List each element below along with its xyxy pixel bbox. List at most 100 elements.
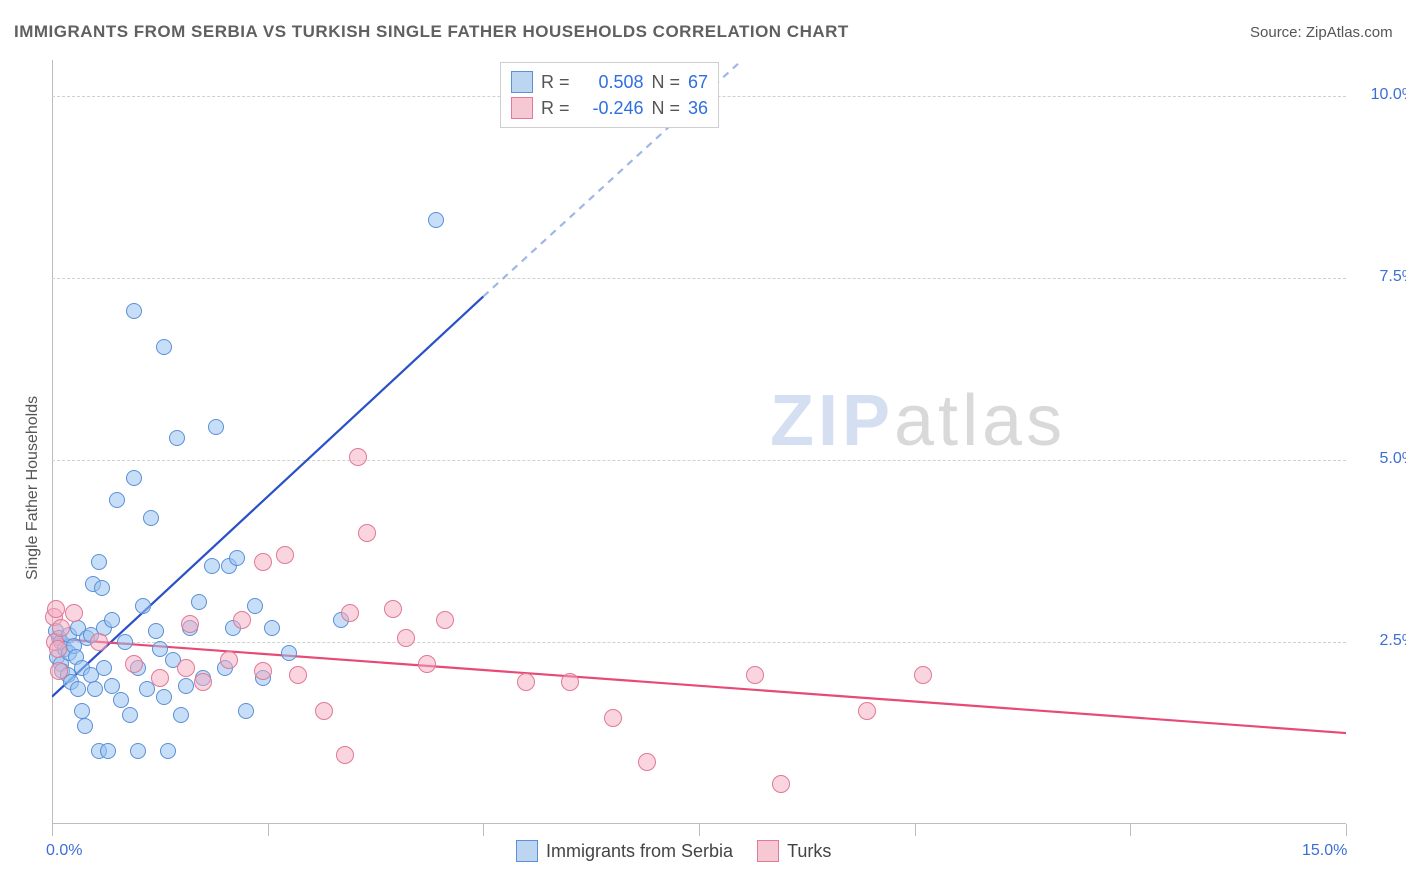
data-point-turks bbox=[52, 619, 70, 637]
data-point-turks bbox=[384, 600, 402, 618]
series-legend-item: Turks bbox=[757, 840, 831, 862]
correlation-row: R = 0.508 N = 67 bbox=[511, 69, 708, 95]
data-point-serbia bbox=[117, 634, 133, 650]
data-point-serbia bbox=[247, 598, 263, 614]
data-point-turks bbox=[50, 662, 68, 680]
data-point-serbia bbox=[143, 510, 159, 526]
data-point-serbia bbox=[229, 550, 245, 566]
data-point-serbia bbox=[109, 492, 125, 508]
data-point-turks bbox=[746, 666, 764, 684]
x-tick bbox=[268, 824, 269, 836]
data-point-turks bbox=[772, 775, 790, 793]
legend-n-value: 67 bbox=[688, 69, 708, 95]
data-point-serbia bbox=[191, 594, 207, 610]
data-point-serbia bbox=[130, 743, 146, 759]
correlation-row: R = -0.246 N = 36 bbox=[511, 95, 708, 121]
data-point-turks bbox=[914, 666, 932, 684]
data-point-turks bbox=[604, 709, 622, 727]
legend-n-label: N = bbox=[652, 95, 681, 121]
data-point-turks bbox=[336, 746, 354, 764]
legend-r-value: 0.508 bbox=[578, 69, 644, 95]
data-point-turks bbox=[561, 673, 579, 691]
legend-n-value: 36 bbox=[688, 95, 708, 121]
data-point-serbia bbox=[264, 620, 280, 636]
data-point-serbia bbox=[148, 623, 164, 639]
data-point-turks bbox=[276, 546, 294, 564]
series-legend: Immigrants from Serbia Turks bbox=[516, 840, 831, 862]
chart-title: IMMIGRANTS FROM SERBIA VS TURKISH SINGLE… bbox=[14, 22, 849, 42]
legend-swatch bbox=[757, 840, 779, 862]
x-tick bbox=[52, 824, 53, 836]
data-point-turks bbox=[233, 611, 251, 629]
data-point-serbia bbox=[70, 681, 86, 697]
data-point-turks bbox=[638, 753, 656, 771]
data-point-serbia bbox=[77, 718, 93, 734]
data-point-serbia bbox=[96, 660, 112, 676]
scatter-chart: 2.5%5.0%7.5%10.0%0.0%15.0% bbox=[52, 60, 1346, 824]
data-point-serbia bbox=[169, 430, 185, 446]
data-point-serbia bbox=[135, 598, 151, 614]
data-point-serbia bbox=[113, 692, 129, 708]
data-point-serbia bbox=[156, 689, 172, 705]
x-tick bbox=[1130, 824, 1131, 836]
correlation-legend: R = 0.508 N = 67 R = -0.246 N = 36 bbox=[500, 62, 719, 128]
legend-r-label: R = bbox=[541, 95, 570, 121]
data-point-turks bbox=[65, 604, 83, 622]
data-point-serbia bbox=[178, 678, 194, 694]
data-point-turks bbox=[436, 611, 454, 629]
data-point-turks bbox=[125, 655, 143, 673]
data-point-serbia bbox=[208, 419, 224, 435]
data-point-serbia bbox=[87, 681, 103, 697]
x-tick bbox=[915, 824, 916, 836]
data-point-turks bbox=[397, 629, 415, 647]
series-label: Immigrants from Serbia bbox=[546, 841, 733, 862]
source-label: Source: bbox=[1250, 24, 1306, 41]
legend-r-label: R = bbox=[541, 69, 570, 95]
y-tick-label: 10.0% bbox=[1356, 86, 1406, 104]
x-tick bbox=[699, 824, 700, 836]
data-point-turks bbox=[315, 702, 333, 720]
data-point-turks bbox=[194, 673, 212, 691]
data-point-serbia bbox=[91, 554, 107, 570]
data-point-serbia bbox=[74, 703, 90, 719]
y-tick-label: 2.5% bbox=[1356, 632, 1406, 650]
data-point-turks bbox=[177, 659, 195, 677]
series-label: Turks bbox=[787, 841, 831, 862]
source-attribution: Source: ZipAtlas.com bbox=[1250, 24, 1393, 41]
x-tick-label: 15.0% bbox=[1302, 842, 1347, 860]
data-point-serbia bbox=[428, 212, 444, 228]
data-point-serbia bbox=[126, 470, 142, 486]
data-point-serbia bbox=[238, 703, 254, 719]
data-point-serbia bbox=[100, 743, 116, 759]
y-tick-label: 5.0% bbox=[1356, 450, 1406, 468]
data-point-serbia bbox=[160, 743, 176, 759]
legend-swatch bbox=[511, 97, 533, 119]
legend-r-value: -0.246 bbox=[578, 95, 644, 121]
data-point-turks bbox=[181, 615, 199, 633]
y-axis-label: Single Father Households bbox=[24, 396, 42, 580]
data-point-turks bbox=[341, 604, 359, 622]
data-point-serbia bbox=[104, 612, 120, 628]
data-point-serbia bbox=[281, 645, 297, 661]
y-axis bbox=[52, 60, 53, 824]
data-point-serbia bbox=[204, 558, 220, 574]
y-tick-label: 7.5% bbox=[1356, 268, 1406, 286]
gridline-h bbox=[52, 642, 1346, 643]
x-tick bbox=[1346, 824, 1347, 836]
data-point-turks bbox=[358, 524, 376, 542]
legend-n-label: N = bbox=[652, 69, 681, 95]
gridline-h bbox=[52, 460, 1346, 461]
data-point-turks bbox=[858, 702, 876, 720]
source-link[interactable]: ZipAtlas.com bbox=[1306, 24, 1393, 41]
data-point-serbia bbox=[126, 303, 142, 319]
data-point-turks bbox=[418, 655, 436, 673]
series-legend-item: Immigrants from Serbia bbox=[516, 840, 733, 862]
data-point-turks bbox=[90, 633, 108, 651]
gridline-h bbox=[52, 278, 1346, 279]
data-point-serbia bbox=[94, 580, 110, 596]
data-point-serbia bbox=[173, 707, 189, 723]
x-tick bbox=[483, 824, 484, 836]
data-point-turks bbox=[289, 666, 307, 684]
data-point-serbia bbox=[122, 707, 138, 723]
data-point-turks bbox=[220, 651, 238, 669]
